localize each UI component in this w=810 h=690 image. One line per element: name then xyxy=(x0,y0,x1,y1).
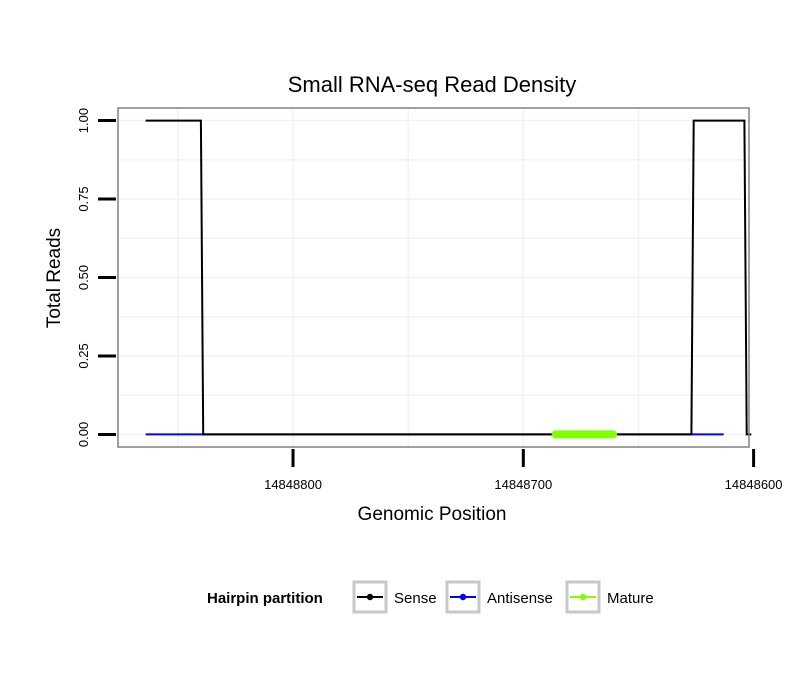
x-axis: 14848800 14848700 14848600 xyxy=(264,449,783,492)
x-tick-label: 14848700 xyxy=(494,477,552,492)
y-tick-label: 0.25 xyxy=(76,343,91,368)
legend-title: Hairpin partition xyxy=(207,590,323,607)
legend-key-point xyxy=(366,593,374,601)
legend-label: Mature xyxy=(607,590,654,607)
x-tick-label: 14848600 xyxy=(725,477,783,492)
y-tick-label: 0.75 xyxy=(76,186,91,211)
y-tick-label: 1.00 xyxy=(76,108,91,133)
y-axis: 0.00 0.25 0.50 0.75 1.00 xyxy=(76,108,116,447)
legend-label: Sense xyxy=(394,590,437,607)
legend-key-point xyxy=(459,593,467,601)
y-axis-title: Total Reads xyxy=(44,228,65,328)
x-tick-label: 14848800 xyxy=(264,477,322,492)
legend-item-sense: Sense xyxy=(352,580,437,614)
legend-item-mature: Mature xyxy=(565,580,654,614)
grid-lines xyxy=(118,108,749,447)
legend-item-antisense: Antisense xyxy=(445,580,553,614)
y-tick-label: 0.50 xyxy=(76,265,91,290)
legend-key-point xyxy=(579,593,587,601)
series-layer xyxy=(145,119,752,439)
y-tick-label: 0.00 xyxy=(76,422,91,447)
x-axis-title: Genomic Position xyxy=(358,504,507,525)
series-sense-line xyxy=(145,119,752,436)
chart-title: Small RNA-seq Read Density xyxy=(288,72,577,97)
legend: Hairpin partition Sense Antisense Mature xyxy=(207,580,654,614)
legend-label: Antisense xyxy=(487,590,553,607)
panel-border xyxy=(117,107,750,448)
